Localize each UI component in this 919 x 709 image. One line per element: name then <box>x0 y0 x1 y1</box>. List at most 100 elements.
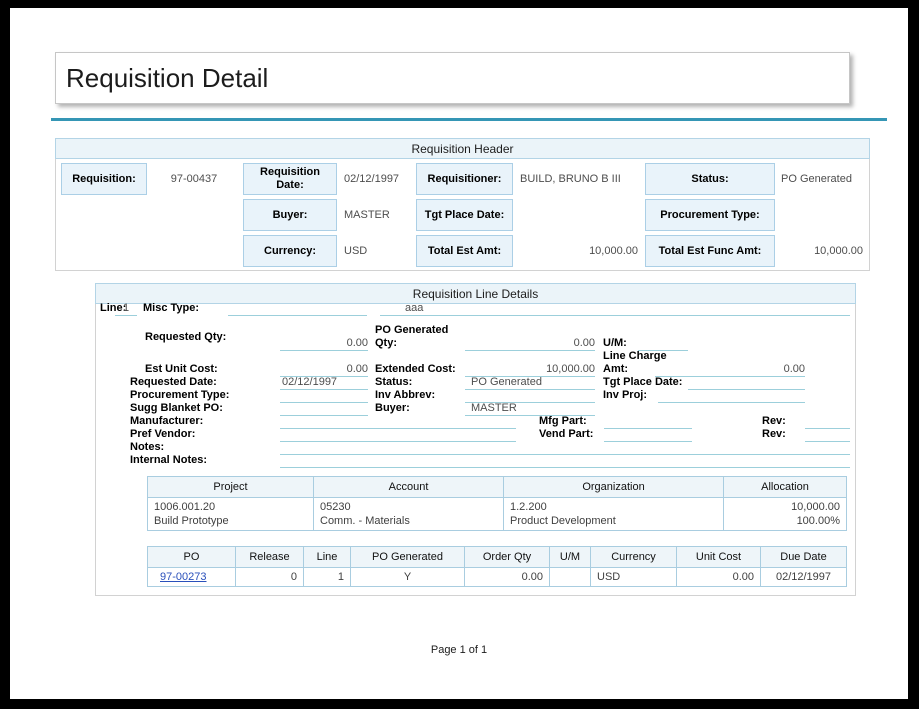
line-charge-label-top: Line Charge <box>603 350 667 362</box>
inv-abbrev-label: Inv Abbrev: <box>375 389 436 401</box>
est-unit-cost-value: 0.00 <box>280 363 368 377</box>
po-header-po: PO <box>147 546 236 568</box>
line-tgt-place-date-underline <box>688 376 805 390</box>
allocation-cell-account: 05230 Comm. - Materials <box>313 497 504 531</box>
line-charge-value: 0.00 <box>655 363 805 377</box>
po-cell-po: 97-00273 <box>147 567 236 587</box>
allocation-table-row: 1006.001.20 Build Prototype 05230 Comm. … <box>147 497 847 531</box>
line-status-value: PO Generated <box>465 376 595 390</box>
buyer-value: MASTER <box>344 209 390 221</box>
misc-type-label: Misc Type: <box>143 302 200 314</box>
allocation-header-project: Project <box>147 476 314 498</box>
allocation-header-account: Account <box>313 476 504 498</box>
po-cell-release: 0 <box>235 567 304 587</box>
vend-part-label: Vend Part: <box>539 428 594 440</box>
requested-date-label: Requested Date: <box>130 376 217 388</box>
requisition-label: Requisition: <box>61 163 147 195</box>
allocation-cell-allocation: 10,000.00 100.00% <box>723 497 847 531</box>
report-title-box: Requisition Detail <box>55 52 850 104</box>
po-number-link[interactable]: 97-00273 <box>160 571 207 583</box>
po-cell-line: 1 <box>303 567 351 587</box>
inv-proj-underline <box>658 389 805 403</box>
requisition-value: 97-00437 <box>170 173 218 185</box>
project-id: 1006.001.20 <box>154 501 216 513</box>
requisition-date-value: 02/12/1997 <box>344 173 400 185</box>
po-header-po-generated: PO Generated <box>350 546 465 568</box>
po-header-unit-cost: Unit Cost <box>676 546 761 568</box>
line-procurement-type-underline <box>280 389 368 403</box>
po-header-um: U/M <box>549 546 591 568</box>
line-label: Line: <box>100 302 127 314</box>
po-cell-unit-cost: 0.00 <box>676 567 761 587</box>
organization-id: 1.2.200 <box>510 501 547 513</box>
est-unit-cost-label: Est Unit Cost: <box>145 363 218 375</box>
inv-proj-label: Inv Proj: <box>603 389 648 401</box>
po-header-release: Release <box>235 546 304 568</box>
allocation-percent: 100.00% <box>796 515 840 527</box>
requisition-line-details-section: Requisition Line Details Line: 1 Misc Ty… <box>95 283 856 596</box>
tgt-place-date-value <box>516 199 644 231</box>
po-header-due-date: Due Date <box>760 546 847 568</box>
currency-label: Currency: <box>243 235 337 267</box>
allocation-table: Project Account Organization Allocation … <box>147 476 847 531</box>
status-value: PO Generated <box>781 173 852 185</box>
um-underline <box>638 337 688 351</box>
allocation-table-header-row: Project Account Organization Allocation <box>147 476 847 498</box>
vend-rev-underline <box>805 428 850 442</box>
mfg-rev-label: Rev: <box>762 415 786 427</box>
procurement-type-label: Procurement Type: <box>645 199 775 231</box>
allocation-header-allocation: Allocation <box>723 476 847 498</box>
po-cell-due-date: 02/12/1997 <box>760 567 847 587</box>
line-procurement-type-label: Procurement Type: <box>130 389 230 401</box>
manufacturer-underline <box>280 415 516 429</box>
procurement-type-value <box>777 199 867 231</box>
vend-part-underline <box>604 428 692 442</box>
requested-date-value: 02/12/1997 <box>280 376 368 390</box>
um-label: U/M: <box>603 337 627 349</box>
line-buyer-label: Buyer: <box>375 402 410 414</box>
total-est-func-amt-value: 10,000.00 <box>814 245 863 257</box>
line-value: 1 <box>115 302 137 316</box>
total-est-func-amt-label: Total Est Func Amt: <box>645 235 775 267</box>
pref-vendor-underline <box>280 428 516 442</box>
total-est-amt-value: 10,000.00 <box>589 245 638 257</box>
currency-value: USD <box>344 245 368 257</box>
po-header-line: Line <box>303 546 351 568</box>
requisition-date-label: Requisition Date: <box>243 163 337 195</box>
notes-label: Notes: <box>130 441 165 453</box>
requested-qty-value: 0.00 <box>280 337 368 351</box>
line-charge-label-bottom: Amt: <box>603 363 629 375</box>
description-value: aaa <box>380 302 850 316</box>
page-footer: Page 1 of 1 <box>430 644 488 656</box>
internal-notes-label: Internal Notes: <box>130 454 208 466</box>
misc-type-underline <box>228 302 367 316</box>
extended-cost-label: Extended Cost: <box>375 363 456 375</box>
inv-abbrev-underline <box>465 389 595 403</box>
line-tgt-place-date-label: Tgt Place Date: <box>603 376 683 388</box>
project-name: Build Prototype <box>154 515 229 527</box>
sugg-blanket-po-label: Sugg Blanket PO: <box>130 402 223 414</box>
po-generated-qty-value: 0.00 <box>465 337 595 351</box>
po-table: PO Release Line PO Generated Order Qty U… <box>147 546 847 587</box>
po-table-header-row: PO Release Line PO Generated Order Qty U… <box>147 546 847 568</box>
mfg-part-label: Mfg Part: <box>539 415 587 427</box>
account-name: Comm. - Materials <box>320 515 410 527</box>
allocation-cell-organization: 1.2.200 Product Development <box>503 497 724 531</box>
sugg-blanket-po-underline <box>280 402 368 416</box>
manufacturer-label: Manufacturer: <box>130 415 204 427</box>
accent-divider <box>51 118 887 121</box>
pref-vendor-label: Pref Vendor: <box>130 428 196 440</box>
po-cell-currency: USD <box>590 567 677 587</box>
vend-rev-label: Rev: <box>762 428 786 440</box>
po-generated-qty-label-top: PO Generated <box>375 324 449 336</box>
organization-name: Product Development <box>510 515 616 527</box>
po-header-currency: Currency <box>590 546 677 568</box>
requisitioner-label: Requisitioner: <box>416 163 513 195</box>
requisition-header-section-title: Requisition Header <box>55 138 870 159</box>
allocation-amount: 10,000.00 <box>791 501 840 513</box>
internal-notes-underline <box>280 454 850 468</box>
po-table-row: 97-00273 0 1 Y 0.00 USD 0.00 02/12/1997 <box>147 567 847 587</box>
po-cell-po-generated: Y <box>350 567 465 587</box>
extended-cost-value: 10,000.00 <box>465 363 595 377</box>
